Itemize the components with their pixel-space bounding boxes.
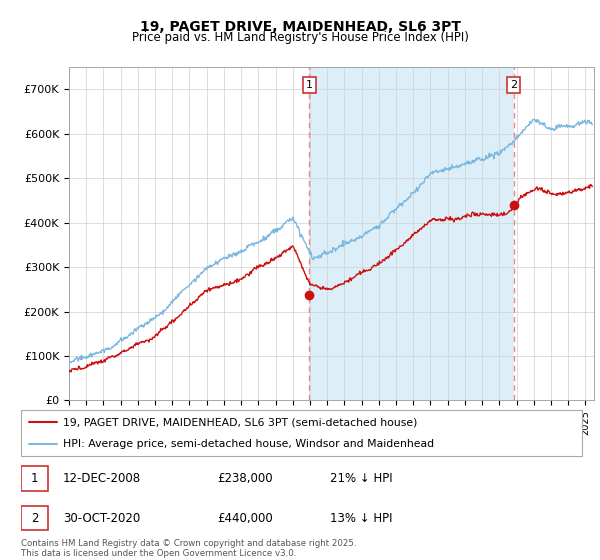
Text: £238,000: £238,000 [217, 472, 273, 486]
Text: 13% ↓ HPI: 13% ↓ HPI [329, 511, 392, 525]
Text: 19, PAGET DRIVE, MAIDENHEAD, SL6 3PT: 19, PAGET DRIVE, MAIDENHEAD, SL6 3PT [139, 20, 461, 34]
Text: Price paid vs. HM Land Registry's House Price Index (HPI): Price paid vs. HM Land Registry's House … [131, 31, 469, 44]
Text: 2: 2 [31, 511, 38, 525]
Bar [21, 506, 48, 530]
Bar [21, 466, 48, 491]
Text: Contains HM Land Registry data © Crown copyright and database right 2025.
This d: Contains HM Land Registry data © Crown c… [21, 539, 356, 558]
Text: 12-DEC-2008: 12-DEC-2008 [63, 472, 141, 486]
Text: HPI: Average price, semi-detached house, Windsor and Maidenhead: HPI: Average price, semi-detached house,… [63, 440, 434, 450]
Text: 1: 1 [31, 472, 38, 486]
Text: 1: 1 [305, 80, 313, 90]
Bar [309, 67, 514, 400]
Text: 2: 2 [510, 80, 517, 90]
Text: 30-OCT-2020: 30-OCT-2020 [63, 511, 140, 525]
Text: 21% ↓ HPI: 21% ↓ HPI [329, 472, 392, 486]
Text: 19, PAGET DRIVE, MAIDENHEAD, SL6 3PT (semi-detached house): 19, PAGET DRIVE, MAIDENHEAD, SL6 3PT (se… [63, 417, 418, 427]
Text: £440,000: £440,000 [217, 511, 273, 525]
